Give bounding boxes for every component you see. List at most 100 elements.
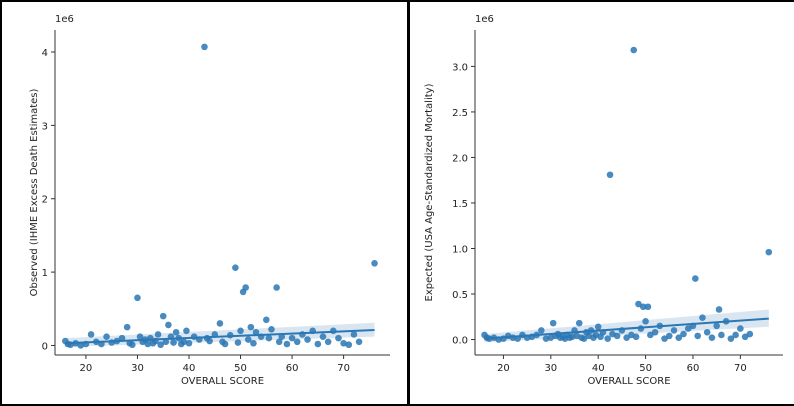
data-point [694,332,702,340]
data-point [87,331,95,338]
data-point [252,328,260,336]
y-tick-label: 4 [42,48,48,59]
data-point [708,334,716,342]
observed-chart: 0 1 2 3 4 20 30 40 50 60 70 1e6 OVERALL SCORE Observe… [29,14,390,387]
data-point [639,303,647,311]
y-tick-label: 1.5 [452,199,468,210]
data-point [268,326,275,333]
data-point [123,323,131,331]
x-tick-label: 70 [337,363,350,374]
data-point [77,342,85,349]
data-point [680,330,687,338]
data-point [651,328,659,336]
data-point [345,341,353,349]
data-point [265,334,273,342]
x-tick-label: 60 [687,363,700,374]
y-axis-label: Expected (USA Age-Standardized Mortality… [424,83,435,301]
data-point [144,340,152,348]
y-tick-label: 1 [42,268,48,279]
data-point [237,327,244,335]
data-point [136,333,144,340]
data-point [350,331,358,338]
data-point [575,319,583,327]
data-point [263,316,270,324]
expected-chart-panel: 0.0 0.5 1.0 1.5 2.0 2.5 3.0 20 30 40 50 60 70 1e6 OVER… [408,0,794,406]
data-point [275,338,283,346]
data-point [371,259,378,267]
regression-line [65,329,375,345]
data-point [247,323,255,331]
x-axis-label: OVERALL SCORE [587,376,670,387]
data-point [162,338,170,346]
x-tick-label: 50 [639,363,652,374]
data-point [273,284,280,291]
data-point [288,334,296,342]
y-tick-label: 2.5 [452,108,468,119]
data-point [727,335,735,342]
x-tick-label: 50 [234,363,247,374]
observed-chart-panel: 0 1 2 3 4 20 30 40 50 60 70 1e6 OVERALL SCORE Observe… [29,14,390,387]
data-point [630,46,638,54]
data-point [340,339,347,347]
data-point [613,332,621,340]
y-tick-label: 1.0 [452,244,468,255]
expected-chart: 0.0 0.5 1.0 1.5 2.0 2.5 3.0 20 30 40 50 60 70 1e6 OVER… [424,14,783,387]
x-tick-label: 20 [497,363,510,374]
data-point [185,339,193,347]
data-point [732,331,739,339]
data-point [201,43,208,51]
data-point [642,318,649,325]
data-point [250,339,257,347]
data-point [304,336,311,343]
x-tick-label: 40 [183,363,196,374]
data-point [170,339,177,346]
data-point [221,340,229,348]
data-point [183,327,190,335]
data-point [232,264,239,271]
y-tick-label: 3.0 [452,62,468,73]
data-point [206,337,213,345]
data-point [165,321,172,329]
data-point [159,312,167,320]
data-point [234,339,242,346]
x-tick-label: 30 [131,363,144,374]
x-tick-label: 60 [286,363,299,374]
y-exponent-label: 1e6 [55,14,74,25]
data-point [283,340,291,348]
y-tick-label: 0.5 [452,290,468,301]
data-point [103,333,110,340]
data-point [324,338,332,346]
data-point [746,330,754,338]
data-point [538,327,545,334]
data-point [737,325,744,332]
data-point [216,320,224,327]
panel-border-top [0,0,794,2]
panel-divider [407,0,410,406]
x-tick-label: 40 [592,363,605,374]
x-axis-label: OVERALL SCORE [181,376,264,387]
data-point [319,333,327,340]
data-point [644,303,652,311]
data-point [154,331,162,338]
data-point [244,336,252,343]
data-point [632,333,640,341]
data-point [293,338,301,346]
data-point [713,322,720,330]
data-point [665,332,673,340]
data-point [314,340,322,348]
y-tick-label: 2 [42,195,48,206]
data-point [335,334,342,342]
data-point [134,294,141,302]
x-tick-label: 70 [734,363,747,374]
data-point [606,171,614,179]
y-tick-label: 0.0 [452,336,468,347]
y-tick-label: 0 [42,341,48,352]
data-point [604,335,611,342]
data-point [703,328,711,336]
data-point [355,338,363,346]
y-tick-label: 3 [42,121,48,132]
data-point [675,334,683,342]
x-tick-label: 30 [544,363,557,374]
data-point [157,341,164,349]
data-point [670,327,678,334]
